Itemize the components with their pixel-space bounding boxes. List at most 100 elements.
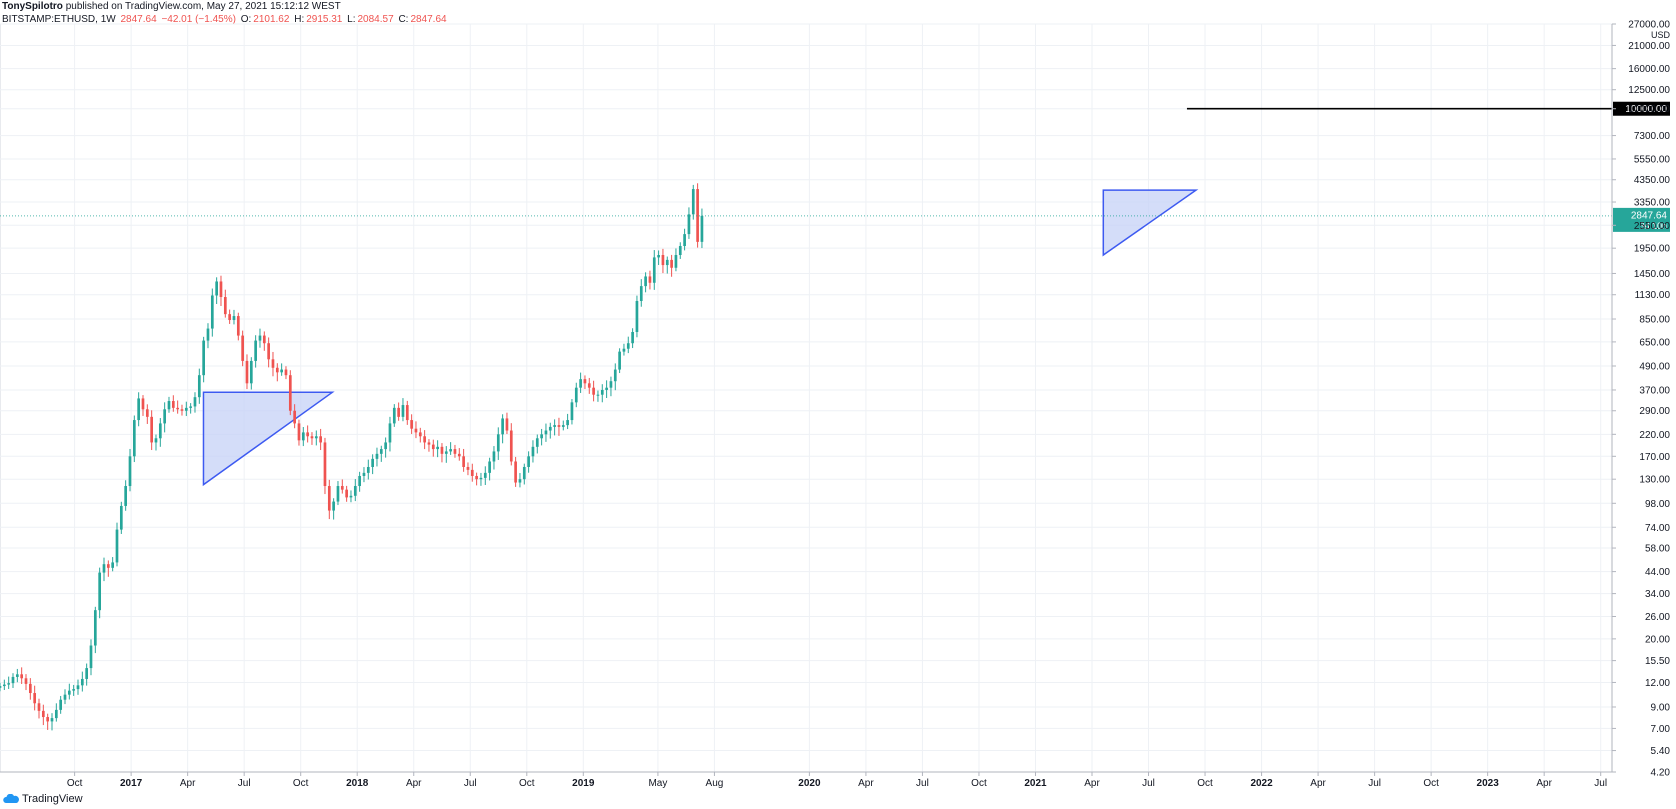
price-tick-label: 2550.00 xyxy=(1634,221,1671,232)
time-tick-label: Apr xyxy=(1310,778,1326,789)
candle xyxy=(423,430,426,450)
candle xyxy=(462,448,465,472)
candle xyxy=(687,207,691,239)
candle-body xyxy=(15,674,19,677)
candle xyxy=(613,363,617,391)
time-tick-label: Oct xyxy=(293,778,309,789)
candle-body xyxy=(501,418,504,435)
candle-body xyxy=(687,214,691,235)
candle xyxy=(609,376,613,397)
candle-body xyxy=(80,678,84,686)
candle xyxy=(548,422,552,439)
candle xyxy=(72,684,76,696)
candle xyxy=(236,312,240,341)
candle xyxy=(24,674,28,691)
candle-body xyxy=(145,409,149,417)
triangle-pattern[interactable] xyxy=(202,391,335,487)
candle-body xyxy=(150,416,153,443)
candle xyxy=(652,250,656,290)
candle-body xyxy=(0,686,2,688)
candle-body xyxy=(249,360,253,384)
time-axis[interactable]: Oct 2017 Apr Jul Oct 2018 Apr Jul Oct 2019 May Aug 2… xyxy=(0,771,1612,789)
candle-body xyxy=(639,286,643,301)
candle-body xyxy=(371,458,374,467)
candle-body xyxy=(488,461,491,473)
candle-body xyxy=(527,456,530,467)
candle-body xyxy=(505,418,509,431)
price-axis[interactable]: 27000.00 21000.00 16000.00 12500.00 10000.00… xyxy=(1611,20,1671,779)
candle xyxy=(50,713,54,731)
candle xyxy=(375,447,379,467)
candle xyxy=(102,557,106,582)
candle-body xyxy=(89,645,93,669)
price-tick-label: 26.00 xyxy=(1645,612,1670,623)
candle xyxy=(401,398,405,422)
candle xyxy=(587,377,591,394)
candle-body xyxy=(46,717,50,722)
candle xyxy=(544,423,548,442)
price-tick-label: 850.00 xyxy=(1639,315,1670,326)
candle xyxy=(509,423,513,466)
candle xyxy=(691,184,695,220)
candle xyxy=(301,427,305,447)
candle xyxy=(496,427,500,460)
candle xyxy=(145,404,149,424)
symbol-label[interactable]: BITSTAMP:ETHUSD, 1W xyxy=(2,14,116,25)
candle-body xyxy=(245,360,249,384)
candle-body xyxy=(358,475,361,487)
candle xyxy=(700,208,704,249)
candle-body xyxy=(41,710,45,718)
candle-body xyxy=(262,335,266,344)
candle-body xyxy=(232,316,236,321)
candle-body xyxy=(600,389,604,395)
candle xyxy=(76,679,80,695)
candle xyxy=(306,425,309,443)
tradingview-brand[interactable]: TradingView xyxy=(3,793,83,805)
candle-body xyxy=(544,430,548,435)
candle-body xyxy=(137,398,140,421)
candle xyxy=(483,466,487,486)
candle-body xyxy=(691,189,695,215)
candle xyxy=(696,183,699,248)
candle xyxy=(557,417,561,436)
candle-body xyxy=(219,281,223,298)
candle-body xyxy=(163,409,166,424)
candle-body xyxy=(111,562,114,568)
price-tick-label: 5550.00 xyxy=(1634,154,1671,165)
candle-body xyxy=(258,335,262,341)
price-tick-label: 21000.00 xyxy=(1628,41,1670,52)
candle-body xyxy=(167,401,171,410)
candle xyxy=(210,288,214,337)
candle-body xyxy=(184,407,188,411)
author-name[interactable]: TonySpilotro xyxy=(2,1,63,12)
candle-body xyxy=(72,689,76,691)
price-tick-label: 12.00 xyxy=(1645,678,1670,689)
candle xyxy=(466,462,470,476)
candle xyxy=(119,501,123,534)
candle xyxy=(371,454,374,475)
price-tick-label: 34.00 xyxy=(1645,589,1670,600)
candle-body xyxy=(566,420,569,426)
time-tick-label: Jul xyxy=(238,778,251,789)
triangle-pattern[interactable] xyxy=(1102,189,1199,257)
candle xyxy=(206,323,210,349)
candle xyxy=(444,446,448,463)
candle-body xyxy=(665,259,669,266)
candle-body xyxy=(618,351,621,370)
candle xyxy=(605,380,608,399)
candle-body xyxy=(457,453,461,457)
price-tick-label: 220.00 xyxy=(1639,430,1670,441)
candle xyxy=(288,370,292,416)
candle xyxy=(384,437,387,458)
candle xyxy=(475,472,478,486)
candle-body xyxy=(579,379,582,388)
time-tick-label: Oct xyxy=(519,778,535,789)
candle-body xyxy=(436,446,439,450)
candle-body xyxy=(626,343,630,349)
time-tick-label: Jul xyxy=(464,778,477,789)
candle-body xyxy=(366,466,370,473)
candle xyxy=(93,606,97,654)
candle-body xyxy=(401,405,405,417)
triangle-drawings[interactable] xyxy=(202,189,1199,487)
